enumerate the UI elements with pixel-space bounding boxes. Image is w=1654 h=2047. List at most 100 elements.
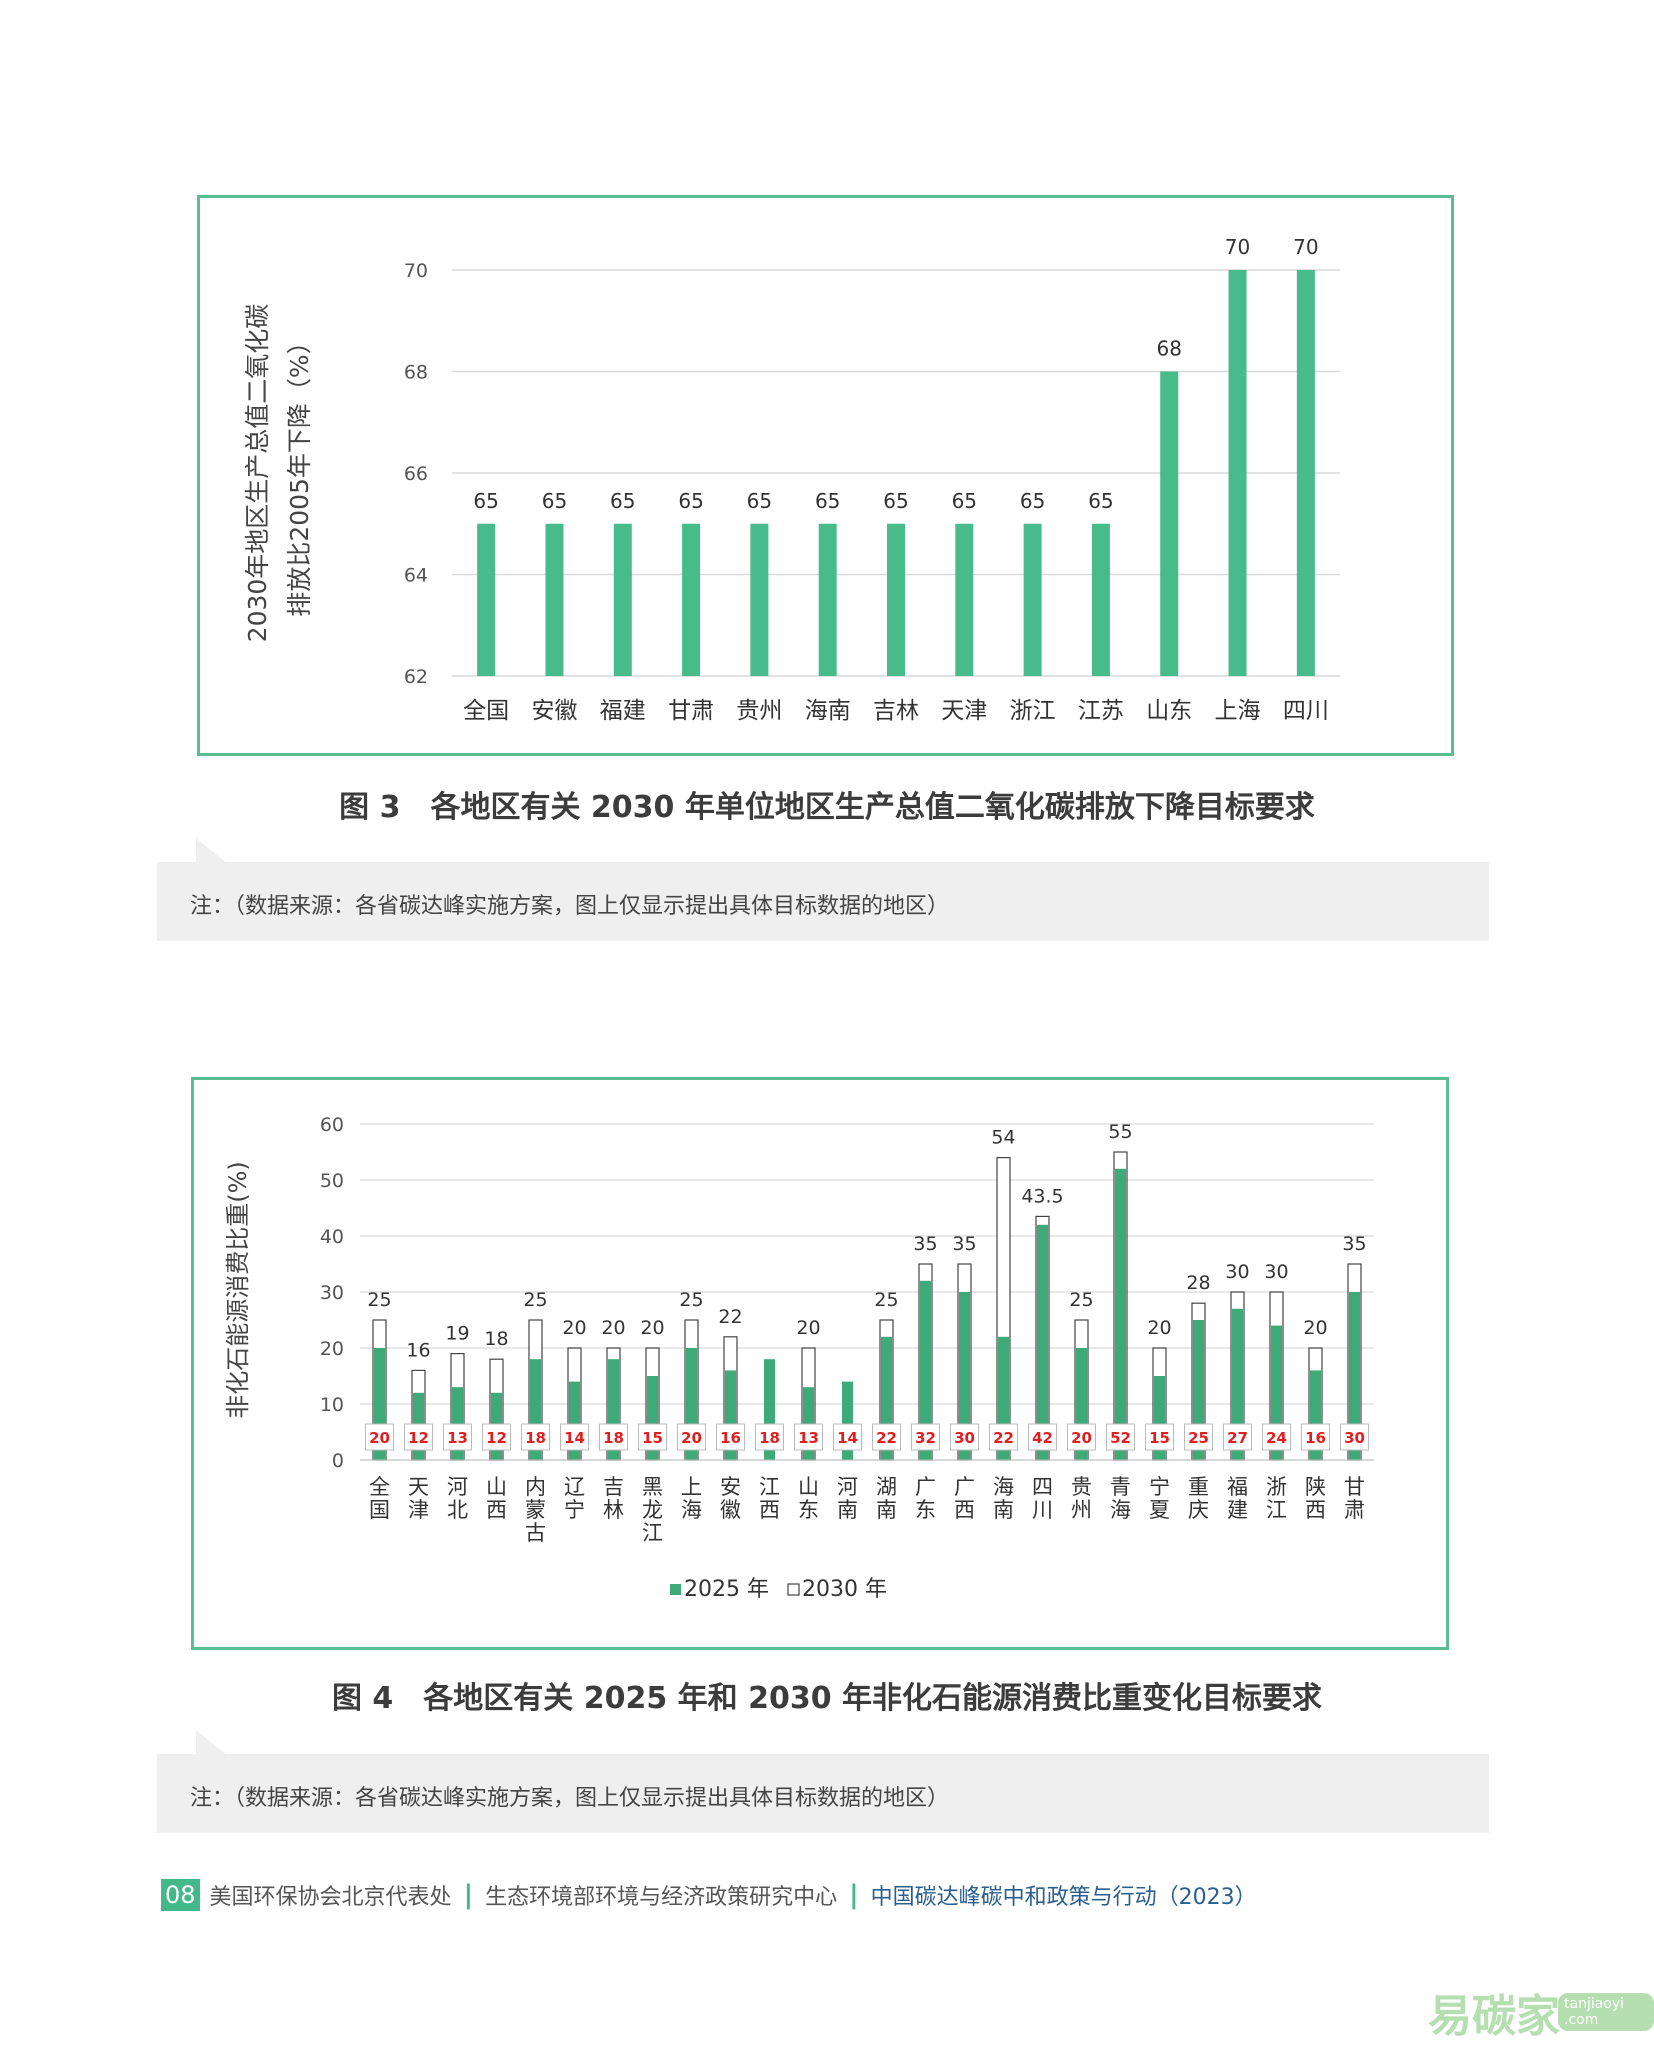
- chart1-bar: [1228, 270, 1247, 676]
- chart2-data-label-2025: 18: [603, 1429, 624, 1447]
- chart2-xtick-label: 福建: [1227, 1475, 1248, 1522]
- chart2-data-label-2025: 14: [564, 1429, 585, 1447]
- chart2-label-box-2025: [716, 1423, 745, 1451]
- watermark-logo: 易碳家: [1428, 1991, 1560, 2042]
- chart2-data-label-2025: 27: [1227, 1429, 1248, 1447]
- chart2-bar-2025: [764, 1359, 775, 1460]
- chart2-label-box-2025: [1067, 1423, 1096, 1451]
- legend-label-2025: 2025 年: [684, 1577, 769, 1602]
- chart2-xtick-label: 内蒙古: [525, 1475, 546, 1545]
- chart2-data-label-2030: 19: [445, 1323, 469, 1345]
- chart2-data-label-2025: 22: [876, 1429, 897, 1447]
- chart1-bar: [1023, 523, 1042, 676]
- chart2-xtick-label: 广东: [915, 1475, 936, 1522]
- chart2-data-label-2025: 12: [486, 1429, 507, 1447]
- chart2-data-label-2030: 25: [523, 1289, 547, 1311]
- chart1-data-label: 70: [1293, 235, 1318, 259]
- chart1-ytick-label: 66: [404, 463, 428, 485]
- chart2-xtick-label: 吉林: [603, 1475, 624, 1522]
- chart2-data-label-2025: 16: [1305, 1429, 1326, 1447]
- chart2-xtick-label: 重庆: [1188, 1475, 1209, 1522]
- chart2-data-label-2030: 18: [484, 1328, 508, 1350]
- chart2-data-label-2025: 15: [642, 1429, 663, 1447]
- note1-bar: [157, 862, 1489, 941]
- chart2-label-box-2025: [404, 1423, 433, 1451]
- chart2-data-label-2025: 13: [798, 1429, 819, 1447]
- chart1-data-label: 70: [1225, 235, 1250, 259]
- chart2-bar-2025: [998, 1336, 1009, 1460]
- chart2-data-label-2030: 35: [1342, 1233, 1366, 1255]
- footer-separator-1: |: [463, 1880, 474, 1910]
- chart2-data-label-2025: 18: [759, 1429, 780, 1447]
- chart2-ytick-label: 20: [320, 1338, 344, 1360]
- chart2-data-label-2030: 25: [367, 1289, 391, 1311]
- chart2-xtick-label: 上海: [681, 1475, 702, 1522]
- chart1-bar: [1160, 371, 1179, 676]
- chart2-data-label-2030: 16: [406, 1339, 430, 1361]
- chart1-bar: [887, 523, 905, 676]
- chart1-xtick-label: 江苏: [1078, 698, 1124, 724]
- chart2-label-box-2025: [560, 1423, 589, 1451]
- chart1-bar: [477, 523, 496, 676]
- chart2-data-label-2025: 32: [915, 1429, 936, 1447]
- chart2-data-label-2030: 25: [874, 1289, 898, 1311]
- chart2-bar-2025: [842, 1381, 853, 1460]
- chart2-ytick-label: 0: [332, 1450, 344, 1472]
- chart1-bar: [1296, 270, 1315, 676]
- chart2-bar-2025: [1115, 1168, 1126, 1460]
- chart2-data-label-2030: 35: [952, 1233, 976, 1255]
- chart2-data-label-2030: 25: [679, 1289, 703, 1311]
- chart2-data-label-2030: 30: [1264, 1261, 1288, 1283]
- chart2-data-label-2030: 20: [601, 1317, 625, 1339]
- chart1-bar: [1091, 523, 1110, 676]
- chart2-ytick-label: 40: [320, 1226, 344, 1248]
- chart2-xtick-label: 江西: [759, 1475, 780, 1522]
- chart1-ytick-label: 64: [404, 565, 428, 587]
- chart2-bar-2025: [530, 1359, 541, 1460]
- chart2-data-label-2025: 14: [837, 1429, 858, 1447]
- chart1-ytick-label: 62: [404, 666, 428, 688]
- chart1-bar: [613, 523, 632, 676]
- chart1-bar: [750, 523, 769, 676]
- chart2-bar-2025: [1271, 1325, 1282, 1460]
- chart2-data-label-2025: 15: [1149, 1429, 1170, 1447]
- page-footer: 08 美国环保协会北京代表处 | 生态环境部环境与经济政策研究中心 | 中国碳达…: [161, 1877, 1257, 1913]
- chart1-data-label: 65: [610, 489, 635, 513]
- chart2-data-label-2030: 28: [1186, 1272, 1210, 1294]
- chart1-xtick-label: 上海: [1215, 698, 1261, 724]
- chart2-bar-2025: [881, 1336, 892, 1460]
- footer-org1: 美国环保协会北京代表处: [209, 1885, 452, 1910]
- chart2-xtick-label: 安徽: [720, 1475, 741, 1522]
- chart2-xtick-label: 黑龙江: [642, 1475, 663, 1545]
- chart1-ylabel-line2: 排放比2005年下降（%）: [285, 329, 314, 616]
- chart1-caption: 图 3 各地区有关 2030 年单位地区生产总值二氧化碳排放下降目标要求: [339, 790, 1315, 825]
- chart2-label-box-2025: [1301, 1423, 1330, 1451]
- chart1-xtick-label: 全国: [463, 698, 509, 724]
- chart2-data-label-2030: 43.5: [1021, 1185, 1063, 1207]
- chart2-data-label-2030: 22: [718, 1306, 742, 1328]
- chart2-bar-2025: [647, 1376, 658, 1460]
- chart2-bar-2025: [959, 1292, 970, 1460]
- chart2-data-label-2025: 24: [1266, 1429, 1287, 1447]
- chart1-data-label: 65: [952, 489, 977, 513]
- chart2-label-box-2025: [1106, 1423, 1135, 1451]
- chart2-xtick-label: 海南: [993, 1475, 1014, 1522]
- chart2-data-label-2025: 12: [408, 1429, 429, 1447]
- chart2-label-box-2025: [755, 1423, 784, 1451]
- chart1-xtick-label: 吉林: [873, 698, 919, 724]
- chart2-data-label-2025: 20: [1071, 1429, 1092, 1447]
- chart1-xtick-label: 海南: [805, 698, 851, 724]
- chart2-data-label-2030: 25: [1069, 1289, 1093, 1311]
- chart1-bar: [545, 523, 564, 676]
- footer-org2: 生态环境部环境与经济政策研究中心: [485, 1885, 838, 1910]
- chart2-xtick-label: 青海: [1110, 1475, 1131, 1522]
- chart2-ytick-label: 30: [320, 1282, 344, 1304]
- chart2-ytick-label: 50: [320, 1170, 344, 1192]
- chart2-data-label-2030: 20: [1303, 1317, 1327, 1339]
- chart1-xtick-label: 安徽: [531, 698, 577, 724]
- chart1-data-label: 68: [1157, 337, 1182, 361]
- chart1-xtick-label: 福建: [600, 698, 646, 724]
- chart2-xtick-label: 浙江: [1266, 1475, 1287, 1522]
- note2-tab: [196, 1730, 228, 1756]
- chart2-xtick-label: 全国: [369, 1475, 390, 1522]
